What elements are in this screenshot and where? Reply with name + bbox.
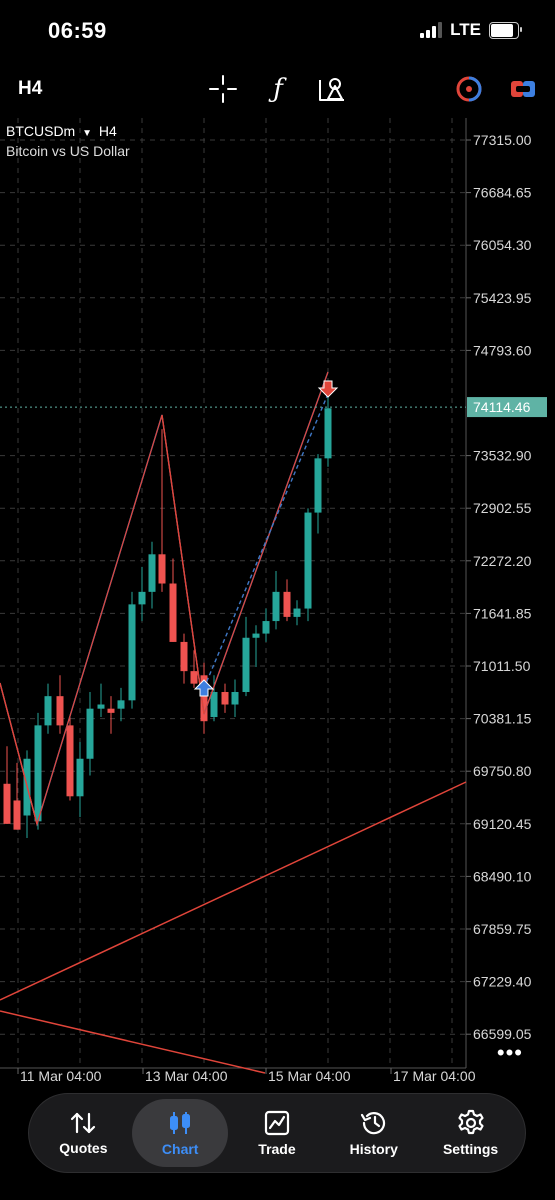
candle bbox=[117, 700, 125, 709]
nav-chart[interactable]: Chart bbox=[132, 1099, 229, 1167]
candle bbox=[128, 604, 136, 701]
candle bbox=[76, 758, 84, 797]
candle bbox=[262, 621, 270, 634]
price-axis-label: 69120.45 bbox=[473, 816, 532, 832]
candle bbox=[293, 608, 301, 617]
history-icon bbox=[360, 1112, 385, 1135]
candle bbox=[304, 512, 312, 609]
symbol-name: BTCUSDm bbox=[6, 123, 76, 139]
objects-icon[interactable] bbox=[315, 72, 349, 106]
candle bbox=[242, 637, 250, 692]
zigzag-red-segment bbox=[0, 682, 38, 825]
trade-icon bbox=[264, 1110, 290, 1136]
bid-price-badge bbox=[467, 397, 547, 418]
candle bbox=[56, 696, 64, 726]
battery-icon bbox=[489, 21, 522, 39]
one-click-trading-icon[interactable] bbox=[452, 72, 486, 106]
chart-symbol: BTCUSDm ▼ H4 bbox=[6, 123, 117, 139]
price-axis-label: 71011.50 bbox=[473, 658, 531, 674]
price-axis-label: 76054.30 bbox=[473, 237, 532, 253]
candle bbox=[252, 633, 260, 638]
candle bbox=[138, 591, 146, 605]
candle bbox=[44, 696, 52, 726]
price-axis-label: 71641.85 bbox=[473, 605, 532, 621]
bid-price-label: 74114.46 bbox=[473, 399, 531, 415]
nav-quotes[interactable]: Quotes bbox=[35, 1099, 131, 1167]
price-axis-label: 73532.90 bbox=[473, 448, 532, 464]
candle bbox=[158, 554, 166, 584]
candle bbox=[3, 783, 11, 824]
price-axis-label: 77315.00 bbox=[473, 132, 532, 148]
candle bbox=[66, 725, 74, 797]
candle bbox=[221, 691, 229, 705]
price-axis-label: 74793.60 bbox=[473, 342, 532, 358]
candle bbox=[107, 708, 115, 713]
trend-line bbox=[0, 781, 467, 1001]
price-axis-label: 70381.15 bbox=[473, 711, 532, 727]
nav-settings[interactable]: Settings bbox=[423, 1099, 519, 1167]
quotes-icon bbox=[71, 1112, 96, 1134]
indicators-icon[interactable]: ƒ bbox=[261, 72, 295, 106]
crosshair-icon[interactable] bbox=[206, 72, 240, 106]
time-axis-label: 11 Mar 04:00 bbox=[20, 1068, 102, 1084]
symbol-description: Bitcoin vs US Dollar bbox=[6, 143, 130, 159]
time-axis-label: 17 Mar 04:00 bbox=[393, 1068, 476, 1084]
price-axis-label: 66599.05 bbox=[473, 1026, 532, 1042]
candle bbox=[34, 725, 42, 822]
status-time: 06:59 bbox=[48, 18, 107, 43]
candle bbox=[231, 691, 239, 705]
price-axis-label: 68490.10 bbox=[473, 868, 532, 884]
nav-label: History bbox=[349, 1141, 398, 1157]
nav-label: Trade bbox=[258, 1141, 296, 1157]
time-axis-label: 13 Mar 04:00 bbox=[145, 1068, 228, 1084]
dropdown-icon[interactable]: ▼ bbox=[82, 128, 93, 139]
candle bbox=[190, 671, 198, 684]
nav-label: Chart bbox=[161, 1141, 199, 1157]
nav-trade[interactable]: Trade bbox=[229, 1099, 325, 1167]
candle bbox=[180, 641, 188, 672]
price-axis-label: 76684.65 bbox=[473, 185, 532, 201]
candle bbox=[272, 591, 280, 622]
candle bbox=[324, 408, 332, 459]
timeframe-selector[interactable]: H4 bbox=[18, 78, 43, 99]
zigzag-red-segment bbox=[161, 414, 205, 715]
price-axis-label: 69750.80 bbox=[473, 763, 532, 779]
sell-arrow-icon bbox=[317, 380, 339, 398]
price-axis-label: 72272.20 bbox=[473, 553, 532, 569]
candle bbox=[86, 708, 94, 759]
price-axis-label: 67859.75 bbox=[473, 921, 532, 937]
candle bbox=[283, 591, 291, 617]
nav-label: Quotes bbox=[59, 1140, 108, 1156]
indicators-glyph: ƒ bbox=[273, 74, 283, 104]
chart-canvas[interactable]: 77315.00 76684.65 76054.30 75423.95 74793.60… bbox=[0, 118, 555, 1098]
price-axis-label: 72902.55 bbox=[473, 500, 532, 516]
candle bbox=[97, 704, 105, 709]
candle bbox=[200, 675, 208, 722]
symbol-timeframe: H4 bbox=[98, 123, 117, 139]
candle bbox=[169, 583, 177, 642]
chart-icon bbox=[170, 1112, 191, 1134]
signal-icon bbox=[420, 22, 443, 38]
candle bbox=[314, 458, 322, 513]
price-axis-label: 75423.95 bbox=[473, 290, 532, 306]
more-options-icon[interactable]: ••• bbox=[496, 1040, 523, 1065]
price-chart[interactable]: 77315.00 76684.65 76054.30 75423.95 74793.60… bbox=[0, 118, 555, 1098]
candle bbox=[210, 691, 218, 718]
time-axis-label: 15 Mar 04:00 bbox=[268, 1068, 351, 1084]
nav-label: Settings bbox=[442, 1141, 499, 1157]
trend-line bbox=[0, 1010, 266, 1074]
trade-toggle-icon[interactable] bbox=[506, 72, 540, 106]
price-axis-label: 67229.40 bbox=[473, 974, 532, 990]
nav-history[interactable]: History bbox=[326, 1099, 422, 1167]
candle bbox=[148, 554, 156, 592]
network-type: LTE bbox=[450, 20, 481, 39]
candle bbox=[13, 800, 21, 830]
settings-icon bbox=[457, 1109, 484, 1135]
buy-arrow-icon bbox=[193, 679, 215, 697]
bottom-navigation: Quotes Chart Trade History Settings bbox=[28, 1093, 526, 1173]
status-indicators: LTE bbox=[420, 20, 522, 40]
